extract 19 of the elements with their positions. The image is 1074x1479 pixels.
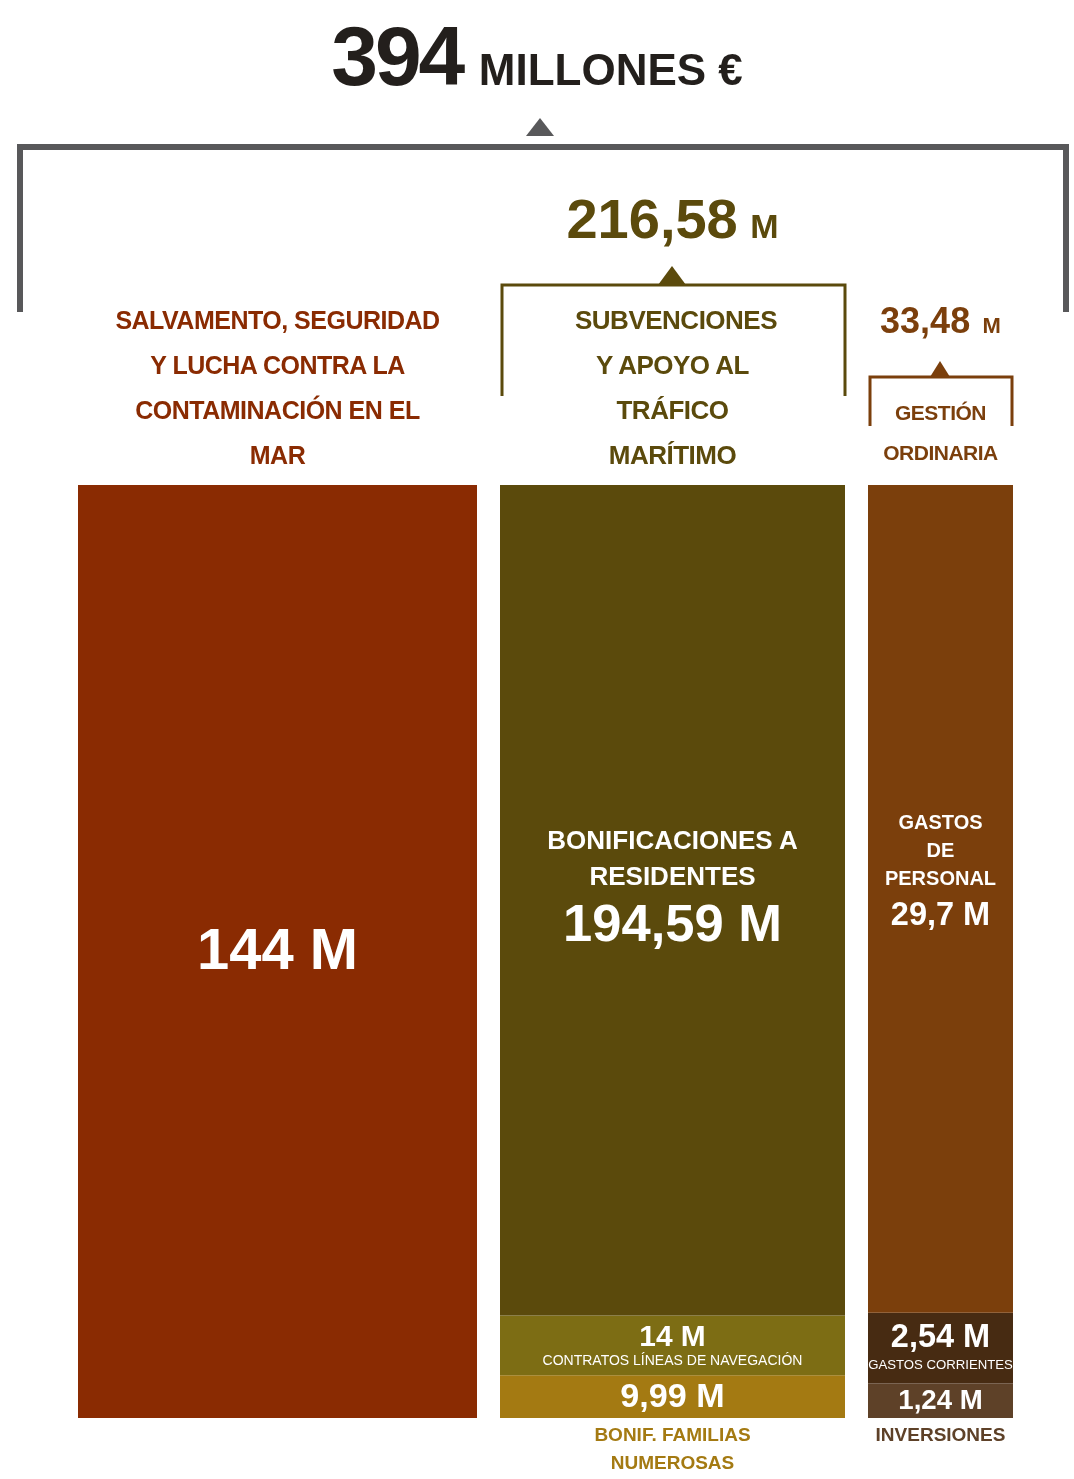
data-label: 9,99 M: [620, 1375, 725, 1414]
series-label: BONIFICACIONES A RESIDENTES: [547, 824, 798, 892]
series-label: GASTOS DE PERSONAL: [884, 810, 997, 889]
data-label: 14 M: [639, 1318, 706, 1352]
series-label: INVERSIONES: [875, 1424, 1006, 1445]
data-label: 1,24 M: [898, 1383, 983, 1415]
text: 216,58 M: [566, 187, 779, 250]
text: 33,48 M: [880, 300, 1001, 341]
category-label: SALVAMENTO, SEGURIDAD Y LUCHA CONTRA LA CONTAMINACIÓN EN EL MAR: [114, 305, 441, 471]
text: 394 MILLONES €: [331, 9, 743, 103]
series-label: GASTOS CORRIENTES: [868, 1356, 1014, 1372]
data-label: 194,59 M: [563, 893, 782, 953]
data-label: 144 M: [197, 916, 358, 981]
category-label: GESTIÓN ORDINARIA: [882, 400, 999, 466]
series-label: BONIF. FAMILIAS NUMEROSAS: [594, 1424, 751, 1473]
series-label: CONTRATOS LÍNEAS DE NAVEGACIÓN: [542, 1352, 803, 1369]
data-label: 29,7 M: [890, 895, 991, 932]
data-label: 2,54 M: [890, 1318, 991, 1355]
category-label: SUBVENCIONES Y APOYO AL TRÁFICO MARÍTIMO: [575, 304, 778, 472]
